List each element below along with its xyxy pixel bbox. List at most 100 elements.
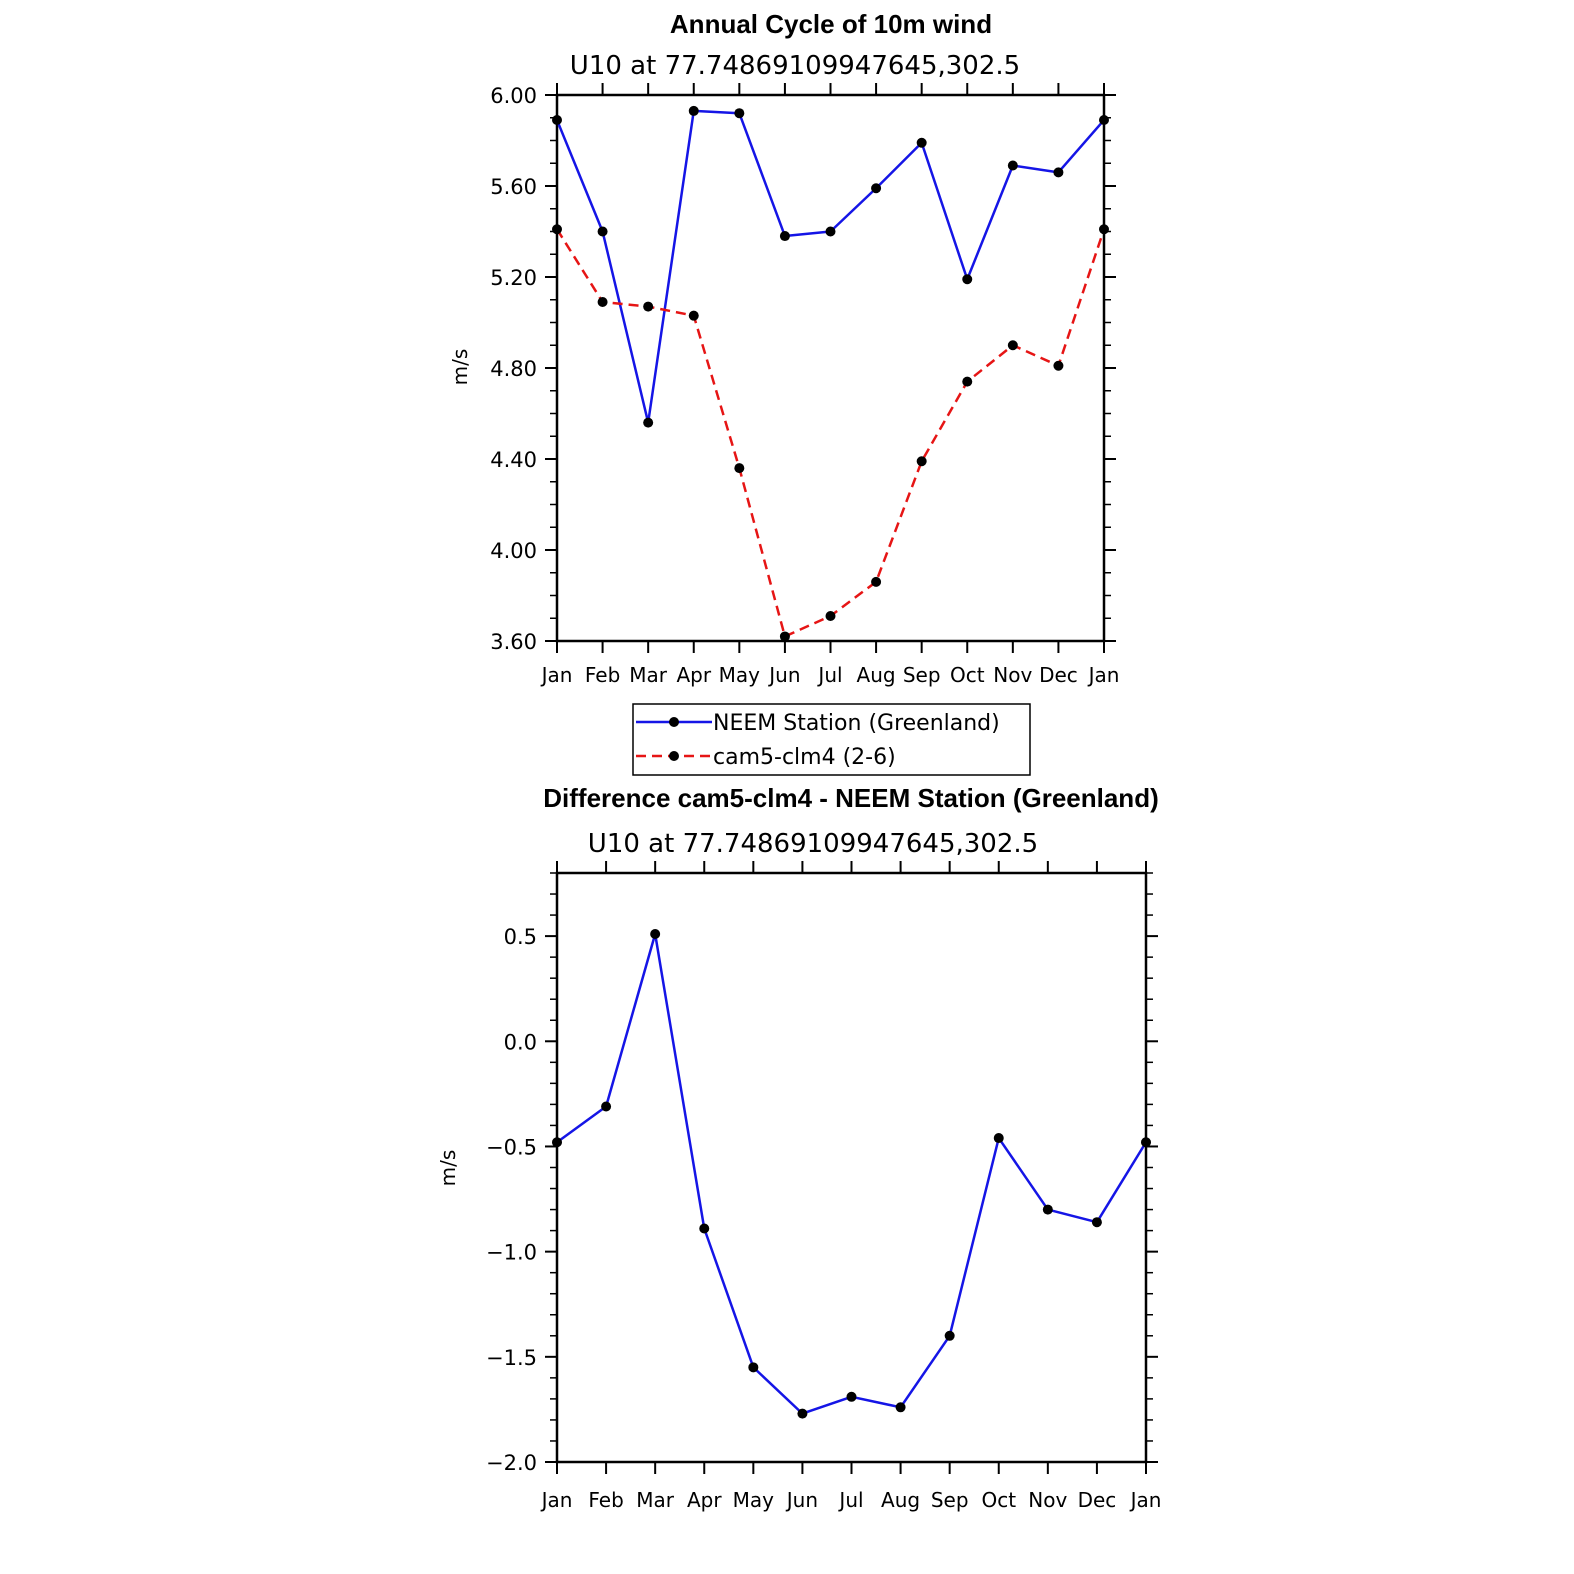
x-tick-label: Jan — [1087, 663, 1120, 687]
data-point-0 — [597, 226, 608, 237]
x-tick-label: Oct — [950, 663, 985, 687]
x-tick-label: Feb — [585, 663, 620, 687]
data-point-0 — [1007, 160, 1018, 171]
x-tick-label: Jan — [540, 1488, 573, 1512]
data-point-0 — [1141, 1137, 1151, 1148]
data-point-0 — [643, 417, 654, 428]
y-tick-label: −0.5 — [486, 1135, 537, 1159]
plot-area: Jan Feb Mar Apr May Jun Jul Aug Sep Oct Nov Dec Jan 0… — [486, 861, 1161, 1512]
data-point-1 — [916, 456, 927, 467]
x-tick-label: Sep — [931, 1488, 969, 1512]
y-axis-label: m/s — [448, 349, 472, 386]
x-tick-label: Mar — [629, 663, 668, 687]
x-tick-label: May — [733, 1488, 775, 1512]
series-line-0 — [556, 932, 1148, 1415]
x-tick-label: Oct — [981, 1488, 1016, 1512]
data-point-0 — [601, 1101, 612, 1112]
chart-subtitle: U10 at 77.74869109947645,302.5 — [570, 51, 1020, 81]
y-tick-label: −1.0 — [486, 1241, 537, 1265]
x-tick-label: May — [719, 663, 761, 687]
x-tick-label: Jan — [1129, 1488, 1162, 1512]
x-tick-label: Jan — [540, 663, 573, 687]
y-tick-label: 3.60 — [490, 630, 537, 654]
x-tick-label: Aug — [857, 663, 896, 687]
x-tick-label: Jun — [767, 663, 800, 687]
x-tick-label: Nov — [993, 663, 1032, 687]
y-tick-label: 0.0 — [504, 1030, 537, 1054]
plot-frame — [555, 93, 1106, 643]
x-tick-label: Jun — [785, 1488, 818, 1512]
data-point-1 — [688, 310, 699, 321]
data-point-0 — [993, 1133, 1004, 1144]
data-point-1 — [825, 610, 836, 621]
data-point-0 — [779, 231, 790, 242]
legend-marker-cam5 — [669, 751, 679, 761]
data-point-0 — [944, 1330, 955, 1341]
difference-panel: Difference cam5-clm4 - NEEM Station (Gre… — [436, 783, 1161, 1512]
x-tick-label: Nov — [1028, 1488, 1067, 1512]
y-tick-label: 5.60 — [490, 175, 537, 199]
x-tick-label: Jul — [837, 1488, 863, 1512]
data-point-0 — [1099, 115, 1109, 126]
x-tick-label: Jul — [816, 663, 842, 687]
data-point-0 — [1042, 1204, 1053, 1215]
data-point-0 — [846, 1391, 857, 1402]
plot-area: Jan Feb Mar Apr May Jun Jul Aug Sep Oct Nov Dec Jan 6… — [490, 83, 1119, 687]
chart-title: Difference cam5-clm4 - NEEM Station (Gre… — [543, 783, 1158, 813]
data-point-0 — [825, 226, 836, 237]
data-point-1 — [643, 301, 654, 312]
data-point-0 — [1091, 1217, 1102, 1228]
series-marks — [552, 929, 1151, 1419]
y-tick-label: 5.20 — [490, 266, 537, 290]
annual-cycle-panel: Annual Cycle of 10m wind U10 at 77.74869… — [448, 9, 1119, 776]
x-tick-label: Feb — [588, 1488, 623, 1512]
x-tick-label: Aug — [881, 1488, 920, 1512]
legend-label-cam5: cam5-clm4 (2-6) — [713, 745, 896, 770]
data-point-1 — [734, 463, 745, 474]
data-point-0 — [962, 274, 973, 285]
chart-title: Annual Cycle of 10m wind — [670, 9, 992, 39]
data-point-0 — [688, 105, 699, 116]
y-tick-label: −2.0 — [486, 1451, 537, 1475]
data-point-0 — [797, 1408, 808, 1419]
legend-label-neem: NEEM Station (Greenland) — [713, 711, 1000, 736]
data-point-0 — [1053, 167, 1064, 178]
data-point-1 — [1053, 360, 1064, 371]
series-line-0 — [555, 109, 1105, 424]
data-point-1 — [552, 224, 562, 235]
x-tick-label: Mar — [636, 1488, 675, 1512]
x-tick-label: Apr — [676, 663, 711, 687]
data-point-0 — [871, 183, 882, 194]
data-point-1 — [1007, 340, 1018, 351]
data-point-0 — [895, 1402, 906, 1413]
y-tick-label: 6.00 — [490, 84, 537, 108]
y-tick-label: −1.5 — [486, 1346, 537, 1370]
data-point-1 — [962, 376, 973, 387]
data-point-0 — [699, 1223, 710, 1234]
x-tick-label: Sep — [903, 663, 941, 687]
data-point-1 — [597, 297, 608, 308]
data-point-1 — [779, 631, 790, 642]
data-point-0 — [748, 1362, 759, 1373]
data-point-0 — [734, 108, 745, 119]
series-line-1 — [555, 228, 1106, 638]
data-point-0 — [650, 929, 661, 940]
x-tick-label: Dec — [1078, 1488, 1117, 1512]
data-point-1 — [1099, 224, 1109, 235]
y-tick-label: 4.00 — [490, 539, 537, 563]
data-point-1 — [871, 576, 882, 587]
series-marks — [552, 105, 1109, 642]
y-tick-label: 4.40 — [490, 448, 537, 472]
plot-frame — [555, 871, 1148, 1464]
y-tick-label: 0.5 — [504, 925, 537, 949]
y-tick-label: 4.80 — [490, 357, 537, 381]
legend-box — [632, 703, 1031, 776]
data-point-0 — [552, 115, 562, 126]
chart-subtitle: U10 at 77.74869109947645,302.5 — [588, 829, 1038, 859]
data-point-0 — [552, 1137, 562, 1148]
x-tick-label: Apr — [687, 1488, 722, 1512]
x-tick-label: Dec — [1039, 663, 1078, 687]
legend: NEEM Station (Greenland) cam5-clm4 (2-6) — [632, 703, 1031, 776]
y-axis-label: m/s — [436, 1150, 460, 1187]
